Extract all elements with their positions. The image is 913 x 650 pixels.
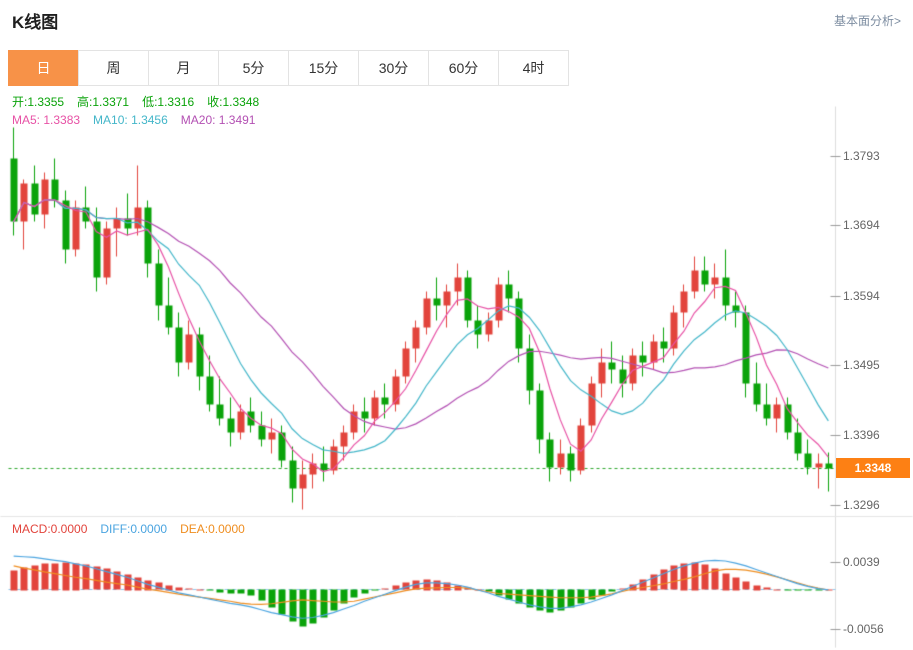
macd-legend: MACD:0.0000 DIFF:0.0000 DEA:0.0000 [12, 522, 258, 536]
tab-60min[interactable]: 60分 [428, 50, 499, 86]
ma20-value: MA20: 1.3491 [180, 113, 256, 127]
tab-day[interactable]: 日 [8, 50, 79, 86]
tab-30min[interactable]: 30分 [358, 50, 429, 86]
price-axis-label: 1.3296 [843, 497, 880, 512]
dea-value: DEA:0.0000 [180, 522, 245, 536]
price-axis-label: 1.3495 [843, 358, 880, 373]
ma-legend: MA5: 1.3383 MA10: 1.3456 MA20: 1.3491 [12, 113, 268, 127]
page-title: K线图 [12, 12, 59, 32]
tab-4hour[interactable]: 4时 [498, 50, 569, 86]
kline-chart-canvas[interactable] [0, 86, 913, 648]
price-axis-label: 1.3594 [843, 288, 880, 303]
ma5-value: MA5: 1.3383 [12, 113, 81, 127]
tab-5min[interactable]: 5分 [218, 50, 289, 86]
ma10-value: MA10: 1.3456 [93, 113, 168, 127]
open-value: 开:1.3355 [12, 95, 65, 109]
close-value: 收:1.3348 [207, 95, 260, 109]
tab-month[interactable]: 月 [148, 50, 219, 86]
fundamental-analysis-link[interactable]: 基本面分析> [833, 13, 901, 28]
macd-axis-label: 0.0039 [843, 554, 880, 569]
price-axis-label: 1.3793 [843, 149, 880, 163]
high-value: 高:1.3371 [77, 95, 130, 109]
tab-15min[interactable]: 15分 [288, 50, 359, 86]
period-tabs: 日周月 5分 15分 30分 60分 4时 [8, 50, 913, 86]
kline-chart-panel: 开:1.3355 高:1.3371 低:1.3316 收:1.3348 MA5: 1.… [0, 86, 913, 648]
low-value: 低:1.3316 [142, 95, 195, 109]
macd-value: MACD:0.0000 [12, 522, 88, 536]
page-header: K线图 基本面分析> [0, 0, 913, 38]
ohlc-legend: 开:1.3355 高:1.3371 低:1.3316 收:1.3348 [12, 93, 272, 110]
diff-value: DIFF:0.0000 [100, 522, 168, 536]
macd-axis-label: -0.0056 [843, 622, 884, 637]
price-axis-label: 1.3396 [843, 427, 880, 442]
current-price-badge: 1.3348 [836, 458, 910, 479]
price-axis-label: 1.3694 [843, 218, 880, 233]
tab-week[interactable]: 周 [78, 50, 149, 86]
